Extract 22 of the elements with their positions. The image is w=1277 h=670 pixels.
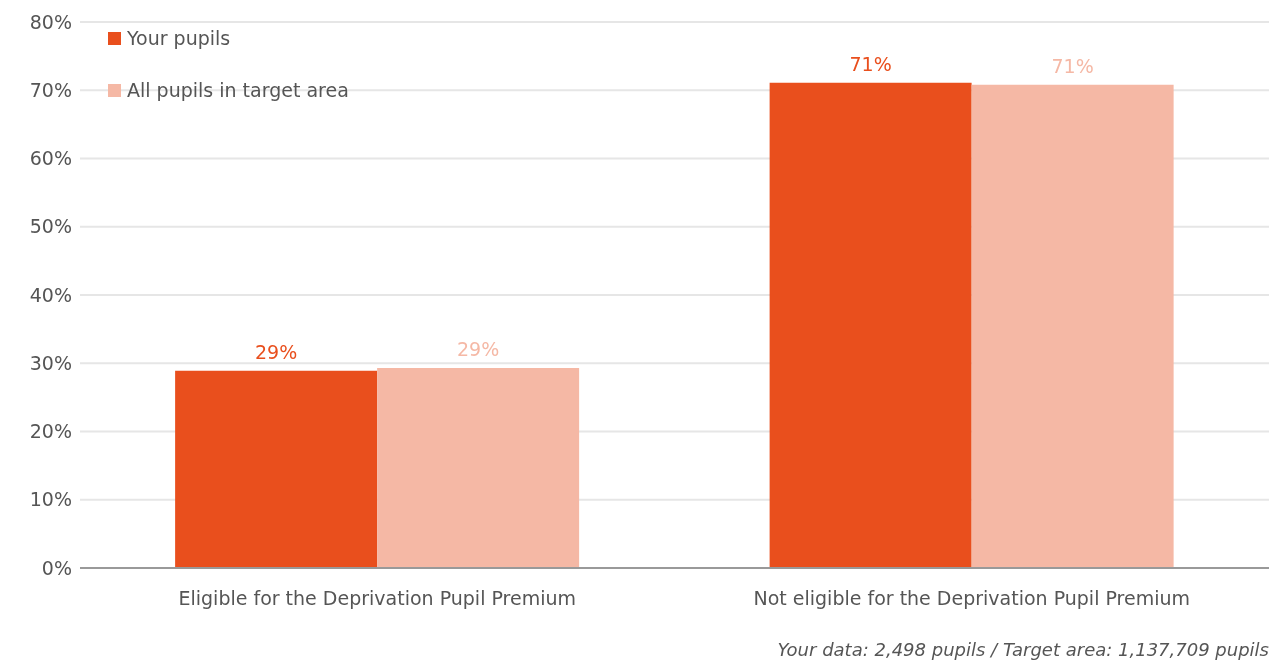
text: Your data: 2,498 pupils / Target area: 1,137,709 pupils: [777, 639, 1269, 660]
data-label: 29%: [255, 340, 298, 363]
legend-label: Your pupils: [127, 26, 231, 51]
y-tick-label: 10%: [29, 488, 72, 511]
data-label: 29%: [457, 338, 500, 361]
y-tick-label: 60%: [29, 147, 72, 170]
bar: [377, 368, 580, 568]
y-tick-label: 40%: [29, 283, 72, 306]
y-tick-label: 20%: [29, 420, 72, 443]
bar: [175, 370, 378, 568]
y-tick-label: 80%: [29, 10, 72, 33]
y-tick-label: 70%: [29, 79, 72, 101]
y-tick-label: 50%: [29, 215, 72, 238]
data-label: 71%: [849, 52, 892, 75]
x-tick-label: Eligible for the Deprivation Pupil Premium: [178, 587, 577, 610]
y-tick-label: 0%: [41, 556, 72, 579]
y-tick-label: 30%: [29, 351, 72, 374]
x-tick-label: Not eligible for the Deprivation Pupil Premium: [753, 587, 1191, 610]
data-label: 71%: [1051, 54, 1094, 77]
legend-label: All pupils in target area: [127, 78, 349, 103]
bar: [769, 82, 972, 568]
bar: [971, 84, 1174, 568]
